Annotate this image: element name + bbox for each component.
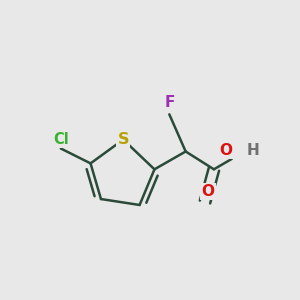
Text: S: S <box>118 132 129 147</box>
Text: Cl: Cl <box>53 132 69 147</box>
Text: F: F <box>164 95 175 110</box>
Text: O: O <box>202 184 214 199</box>
Text: H: H <box>246 142 259 158</box>
Text: O: O <box>219 142 232 158</box>
